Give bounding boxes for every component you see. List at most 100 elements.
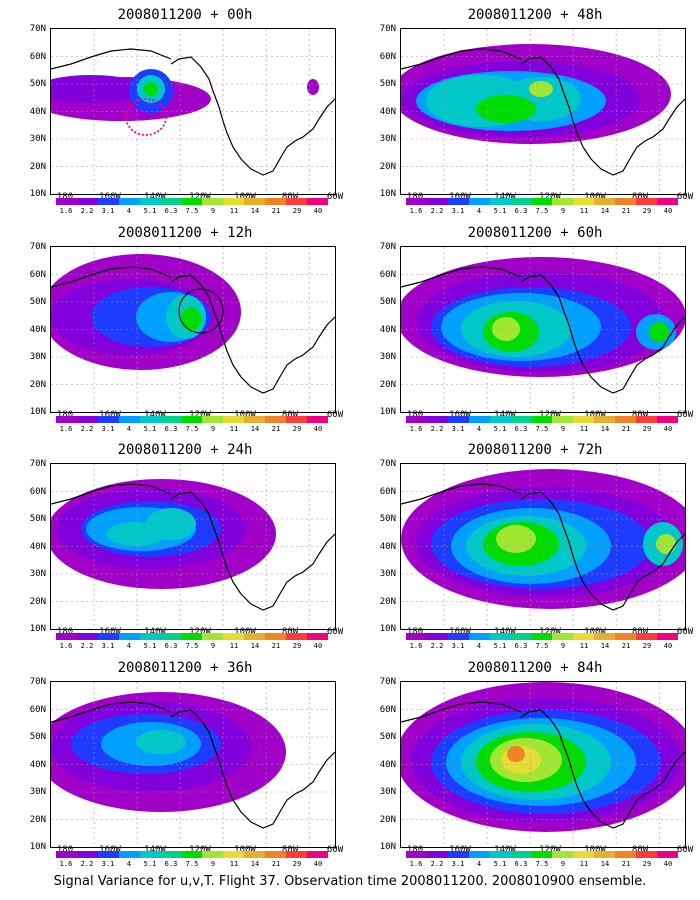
- colorbar-swatch: [97, 416, 119, 423]
- variance-contour: [529, 81, 553, 97]
- colorbar-label: 9: [210, 860, 216, 868]
- colorbar-swatch: [118, 416, 140, 423]
- colorbar-label: 11: [579, 860, 589, 868]
- lat-label: 10N: [29, 624, 46, 634]
- colorbar-label: 21: [271, 860, 281, 868]
- map-panel: 2008011200 + 72h 70N 60N 50N 40N 30N 20N 10N 180…: [370, 441, 700, 656]
- panel-title: 2008011200 + 72h: [467, 442, 603, 458]
- map-area: [400, 246, 686, 413]
- colorbar-swatch: [118, 198, 140, 205]
- lon-label: 120W: [189, 845, 211, 855]
- colorbar-label: 21: [621, 642, 631, 650]
- colorbar-label: 2.2: [430, 425, 444, 433]
- colorbar-label: 3.1: [101, 642, 115, 650]
- lat-label: 30N: [379, 569, 396, 579]
- lat-label: 20N: [29, 814, 46, 825]
- colorbar-swatch: [56, 851, 77, 858]
- lon-label: 100W: [584, 845, 606, 855]
- colorbar-swatch: [56, 198, 77, 205]
- colorbar-label: 29: [292, 207, 302, 215]
- lon-label: 180: [56, 192, 74, 202]
- colorbar-label: 21: [621, 425, 631, 433]
- colorbar-label: 4: [126, 860, 132, 868]
- lon-label: 80W: [281, 192, 299, 202]
- lat-label: 20N: [379, 814, 396, 825]
- map-plot: [51, 464, 335, 629]
- colorbar-swatch: [552, 416, 574, 423]
- lon-label: 140W: [494, 192, 516, 202]
- colorbar-label: 7.5: [185, 642, 199, 650]
- lon-label: 160W: [449, 845, 471, 855]
- colorbar-label: 7.5: [185, 860, 199, 868]
- lat-label: 20N: [379, 161, 396, 172]
- lat-label: 70N: [29, 459, 46, 469]
- colorbar-swatch: [510, 633, 532, 640]
- lon-label: 60W: [326, 627, 344, 637]
- map-plot: [401, 29, 685, 194]
- colorbar-swatch: [657, 416, 678, 423]
- colorbar-label: 6.3: [514, 642, 528, 650]
- variance-contour: [656, 534, 676, 554]
- colorbar-swatch: [447, 633, 469, 640]
- lon-label: 120W: [539, 192, 561, 202]
- lat-label: 50N: [29, 732, 46, 742]
- colorbar-swatch: [307, 633, 328, 640]
- lat-label: 50N: [29, 514, 46, 524]
- colorbar-label: 29: [642, 207, 652, 215]
- colorbar-label: 11: [579, 207, 589, 215]
- colorbar-label: 9: [210, 642, 216, 650]
- map-plot: [51, 682, 335, 847]
- colorbar-label: 7.5: [535, 425, 549, 433]
- variance-contour: [51, 75, 146, 103]
- colorbar-swatch: [139, 851, 161, 858]
- colorbar-swatch: [489, 633, 511, 640]
- colorbar-swatch: [139, 416, 161, 423]
- lat-label: 60N: [379, 51, 396, 62]
- colorbar-swatch: [615, 198, 637, 205]
- colorbar: [406, 198, 678, 205]
- coastline: [51, 48, 172, 70]
- coastline: [51, 483, 172, 505]
- map-plot: [51, 247, 335, 412]
- lat-label: 40N: [379, 759, 396, 770]
- coastline: [170, 56, 335, 176]
- coastline: [520, 274, 685, 394]
- coastline: [170, 274, 335, 394]
- colorbar-label: 7.5: [535, 642, 549, 650]
- lat-label: 70N: [29, 24, 46, 34]
- colorbar-swatch: [468, 633, 490, 640]
- lon-label: 140W: [144, 845, 166, 855]
- colorbar-swatch: [468, 851, 490, 858]
- coastline: [401, 48, 522, 70]
- colorbar-swatch: [657, 198, 678, 205]
- lat-label: 40N: [379, 324, 396, 335]
- lat-label: 40N: [29, 324, 46, 335]
- lat-label: 50N: [29, 79, 46, 89]
- colorbar-swatch: [447, 198, 469, 205]
- map-area: [50, 463, 336, 630]
- coastline: [401, 701, 522, 723]
- colorbar-swatch: [531, 633, 553, 640]
- lat-label: 40N: [29, 541, 46, 552]
- colorbar-swatch: [531, 416, 553, 423]
- colorbar-swatch: [594, 851, 616, 858]
- lat-label: 20N: [379, 379, 396, 390]
- colorbar-label: 3.1: [451, 425, 465, 433]
- map-area: [50, 28, 336, 195]
- lat-label: 60N: [379, 704, 396, 715]
- colorbar-swatch: [265, 633, 287, 640]
- lon-label: 80W: [631, 627, 649, 637]
- lat-label: 30N: [29, 352, 46, 362]
- map-area: [400, 681, 686, 848]
- colorbar-swatch: [202, 633, 224, 640]
- lat-label: 70N: [379, 24, 396, 34]
- colorbar-swatch: [244, 633, 266, 640]
- coastline: [170, 709, 335, 829]
- colorbar-swatch: [286, 198, 308, 205]
- colorbar-label: 9: [210, 207, 216, 215]
- panel-title: 2008011200 + 00h: [117, 7, 253, 23]
- colorbar-label: 2.2: [80, 425, 94, 433]
- colorbar-label: 14: [250, 425, 260, 433]
- colorbar: [56, 416, 328, 423]
- map-area: [50, 681, 336, 848]
